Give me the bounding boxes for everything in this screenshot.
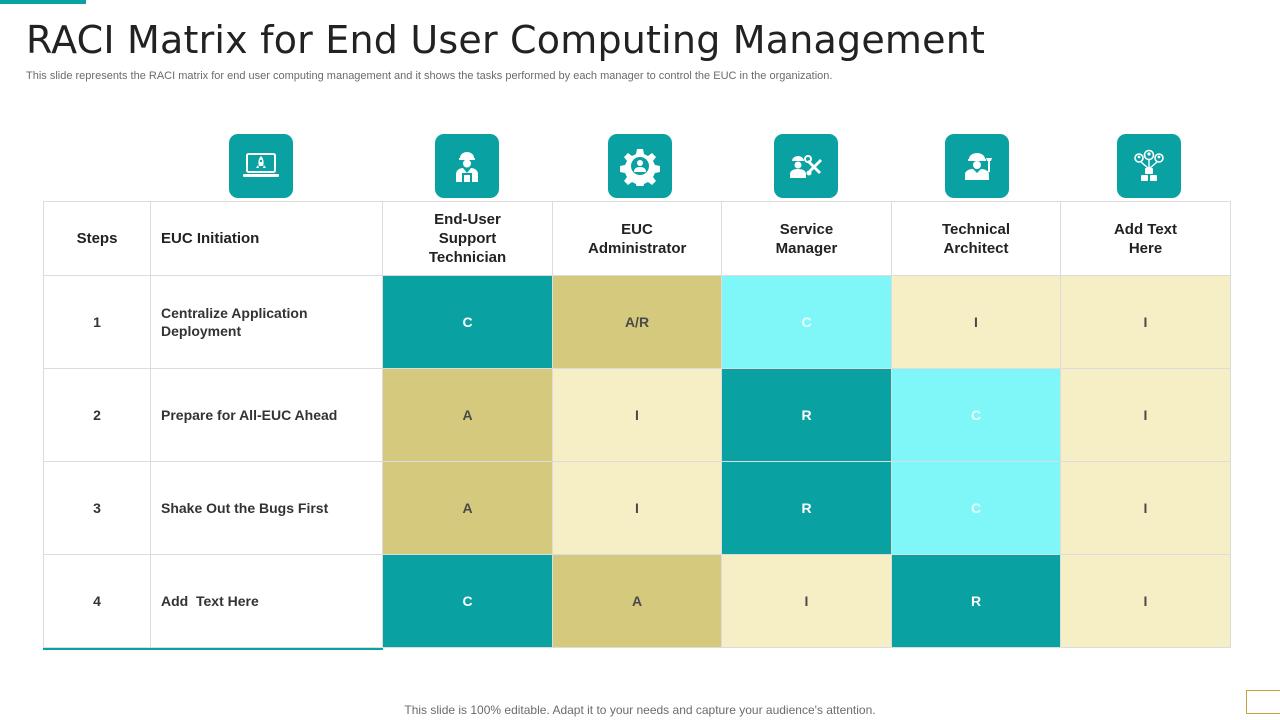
raci-cell: A [382, 461, 553, 555]
raci-cell: R [721, 368, 892, 462]
raci-cell: I [1060, 368, 1231, 462]
table-row: 4 Add Text Here C A I R I [43, 554, 1231, 648]
task-label: Shake Out the Bugs First [150, 461, 383, 555]
raci-cell: I [1060, 554, 1231, 648]
table-bottom-rule [43, 648, 383, 650]
raci-cell: I [1060, 461, 1231, 555]
header-role: Technical Architect [891, 201, 1061, 276]
raci-cell: C [382, 554, 553, 648]
raci-cell: C [721, 275, 892, 369]
header-role: Add Text Here [1060, 201, 1231, 276]
table-row: 1 Centralize Application Deployment C A/… [43, 275, 1231, 369]
service-manager-icon [774, 134, 838, 198]
raci-cell: I [552, 368, 722, 462]
gear-icon [608, 134, 672, 198]
rocket-laptop-icon [229, 134, 293, 198]
raci-cell: I [721, 554, 892, 648]
table-row: 3 Shake Out the Bugs First A I R C I [43, 461, 1231, 555]
table-row: 2 Prepare for All-EUC Ahead A I R C I [43, 368, 1231, 462]
task-label: Centralize Application Deployment [150, 275, 383, 369]
raci-cell: R [721, 461, 892, 555]
step-number: 2 [43, 368, 151, 462]
header-role: End-User Support Technician [382, 201, 553, 276]
raci-matrix-table: Steps EUC Initiation End-User Support Te… [43, 201, 1231, 648]
architect-icon [945, 134, 1009, 198]
raci-cell: C [891, 461, 1061, 555]
corner-decoration [1246, 690, 1280, 714]
task-label: Prepare for All-EUC Ahead [150, 368, 383, 462]
raci-cell: A [552, 554, 722, 648]
step-number: 4 [43, 554, 151, 648]
raci-cell: I [1060, 275, 1231, 369]
top-accent-bar [0, 0, 86, 4]
page-title: RACI Matrix for End User Computing Manag… [26, 18, 986, 62]
header-role: Service Manager [721, 201, 892, 276]
raci-cell: A [382, 368, 553, 462]
step-number: 3 [43, 461, 151, 555]
raci-cell: I [891, 275, 1061, 369]
raci-cell: R [891, 554, 1061, 648]
raci-cell: I [552, 461, 722, 555]
technician-icon [435, 134, 499, 198]
raci-cell: A/R [552, 275, 722, 369]
header-task: EUC Initiation [150, 201, 383, 276]
task-label: Add Text Here [150, 554, 383, 648]
step-number: 1 [43, 275, 151, 369]
raci-cell: C [891, 368, 1061, 462]
footer-note: This slide is 100% editable. Adapt it to… [404, 703, 876, 717]
raci-cell: C [382, 275, 553, 369]
team-network-icon [1117, 134, 1181, 198]
table-header-row: Steps EUC Initiation End-User Support Te… [43, 201, 1231, 276]
page-subtitle: This slide represents the RACI matrix fo… [26, 70, 833, 82]
header-role: EUC Administrator [552, 201, 722, 276]
header-steps: Steps [43, 201, 151, 276]
